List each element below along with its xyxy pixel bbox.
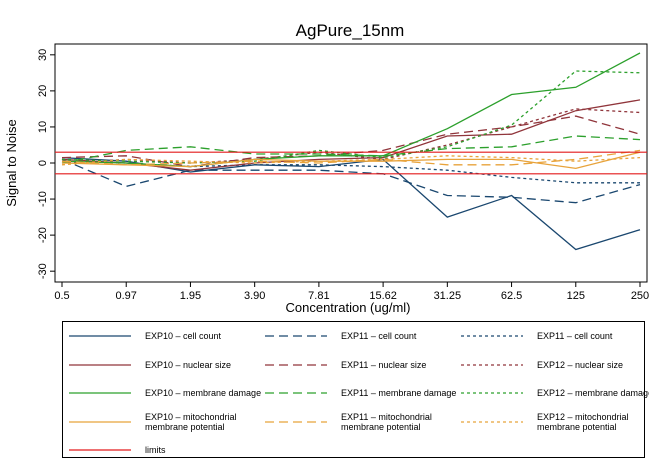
series-line bbox=[61, 52, 641, 168]
x-tick-label: 1.95 bbox=[180, 290, 201, 302]
legend-label: EXP10 – membrane damage bbox=[145, 388, 262, 398]
limits-group bbox=[55, 151, 647, 175]
legend-label: EXP12 – mitochondrial membrane potential bbox=[537, 412, 629, 432]
legend-item: EXP11 – mitochondrial membrane potential bbox=[265, 412, 461, 432]
series-line bbox=[61, 155, 641, 166]
legend-item: EXP11 – cell count bbox=[461, 326, 649, 346]
x-axis: 0.5 0.97 1.95 3.90 7.81 15.62 31.25 62.5 125 250 bbox=[54, 282, 649, 302]
legend-item: limits bbox=[69, 440, 265, 460]
y-tick-label: 10 bbox=[37, 121, 49, 133]
legend-swatch bbox=[265, 392, 327, 394]
legend-item: EXP10 – nuclear size bbox=[69, 355, 265, 375]
legend-swatch bbox=[69, 392, 131, 394]
x-tick-label: 0.5 bbox=[54, 290, 69, 302]
legend-swatch bbox=[69, 335, 131, 337]
series-line bbox=[61, 99, 641, 171]
legend-label: EXP11 – nuclear size bbox=[341, 360, 427, 370]
x-tick-label: 125 bbox=[567, 290, 585, 302]
legend-swatch bbox=[461, 392, 523, 394]
chart: AgPure_15nm -30 -20 -10 0 10 20 30 0.5 0.97 1.95… bbox=[4, 21, 649, 315]
legend-item: EXP12 – mitochondrial membrane potential bbox=[461, 412, 649, 432]
y-tick-label: -10 bbox=[37, 191, 49, 207]
legend-item: EXP11 – cell count bbox=[265, 326, 461, 346]
legend-swatch bbox=[265, 421, 327, 423]
x-tick-label: 15.62 bbox=[369, 290, 397, 302]
legend-label: EXP11 – cell count bbox=[341, 331, 417, 341]
y-tick-label: -30 bbox=[37, 263, 49, 279]
legend-label: EXP11 – mitochondrial membrane potential bbox=[341, 412, 432, 432]
legend-label: EXP12 – membrane damage bbox=[537, 388, 649, 398]
legend-item: EXP12 – nuclear size bbox=[461, 355, 649, 375]
legend-label: EXP10 – cell count bbox=[145, 331, 222, 341]
legend-swatch bbox=[265, 335, 327, 337]
y-tick-label: -20 bbox=[37, 227, 49, 243]
legend: EXP10 – cell count EXP11 – cell count EXP1… bbox=[62, 321, 649, 460]
y-tick-label: 0 bbox=[37, 160, 49, 166]
legend-label: EXP11 – membrane damage bbox=[341, 388, 457, 398]
x-tick-label: 7.81 bbox=[308, 290, 329, 302]
x-tick-label: 0.97 bbox=[116, 290, 137, 302]
series-line bbox=[61, 70, 641, 164]
series-line bbox=[61, 149, 641, 166]
legend-item: EXP11 – nuclear size bbox=[265, 355, 461, 375]
x-tick-label: 3.90 bbox=[244, 290, 265, 302]
legend-label: EXP12 – nuclear size bbox=[537, 360, 624, 370]
legend-swatch bbox=[461, 364, 523, 366]
legend-swatch bbox=[265, 364, 327, 366]
series-group bbox=[61, 52, 641, 251]
y-axis-label: Signal to Noise bbox=[4, 119, 19, 206]
legend-item: EXP10 – mitochondrial membrane potential bbox=[69, 412, 265, 432]
legend-label: limits bbox=[145, 445, 166, 455]
legend-label: EXP10 – mitochondrial membrane potential bbox=[145, 412, 237, 432]
legend-label: EXP10 – nuclear size bbox=[145, 360, 232, 370]
series-line bbox=[61, 158, 641, 204]
chart-title: AgPure_15nm bbox=[296, 21, 405, 40]
y-tick-label: 20 bbox=[37, 85, 49, 97]
legend-item: EXP11 – membrane damage bbox=[265, 383, 461, 403]
y-tick-label: 30 bbox=[37, 49, 49, 61]
x-axis-label: Concentration (ug/ml) bbox=[286, 300, 411, 315]
legend-item: EXP10 – membrane damage bbox=[69, 383, 265, 403]
x-tick-label: 31.25 bbox=[434, 290, 462, 302]
series-line bbox=[61, 151, 641, 170]
legend-swatch bbox=[461, 335, 523, 337]
legend-swatch bbox=[69, 364, 131, 366]
x-tick-label: 62.5 bbox=[501, 290, 522, 302]
legend-item: EXP10 – cell count bbox=[69, 326, 265, 346]
series-line bbox=[61, 135, 641, 164]
x-tick-label: 250 bbox=[631, 290, 649, 302]
y-axis: -30 -20 -10 0 10 20 30 bbox=[37, 49, 55, 279]
legend-item: EXP12 – membrane damage bbox=[461, 383, 649, 403]
legend-swatch bbox=[69, 449, 131, 451]
legend-swatch bbox=[461, 421, 523, 423]
legend-label: EXP11 – cell count bbox=[537, 331, 613, 341]
legend-swatch bbox=[69, 421, 131, 423]
